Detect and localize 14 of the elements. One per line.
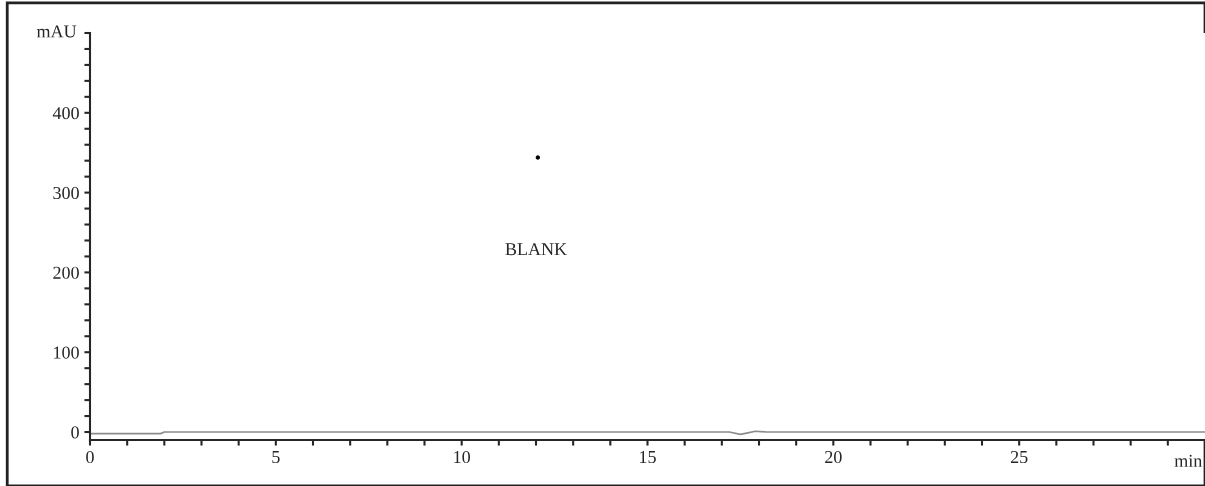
x-tick-label: 20 [825,450,842,464]
x-tick-label: 10 [454,450,471,464]
y-tick-label: 400 [52,107,79,120]
y-axis-title: mAU [36,25,77,38]
y-tick-label: 200 [53,266,79,279]
x-tick-label: 5 [272,451,280,464]
x-tick-label: 0 [86,450,94,464]
x-tick-label: 15 [640,451,656,464]
x-axis-title: min [1174,454,1203,467]
x-tick-label: 25 [1010,450,1028,464]
y-tick-label: 300 [53,186,79,200]
y-tick-label: 0 [71,426,79,439]
y-tick-label: 100 [54,346,79,359]
annotation: BLANK [505,243,567,256]
